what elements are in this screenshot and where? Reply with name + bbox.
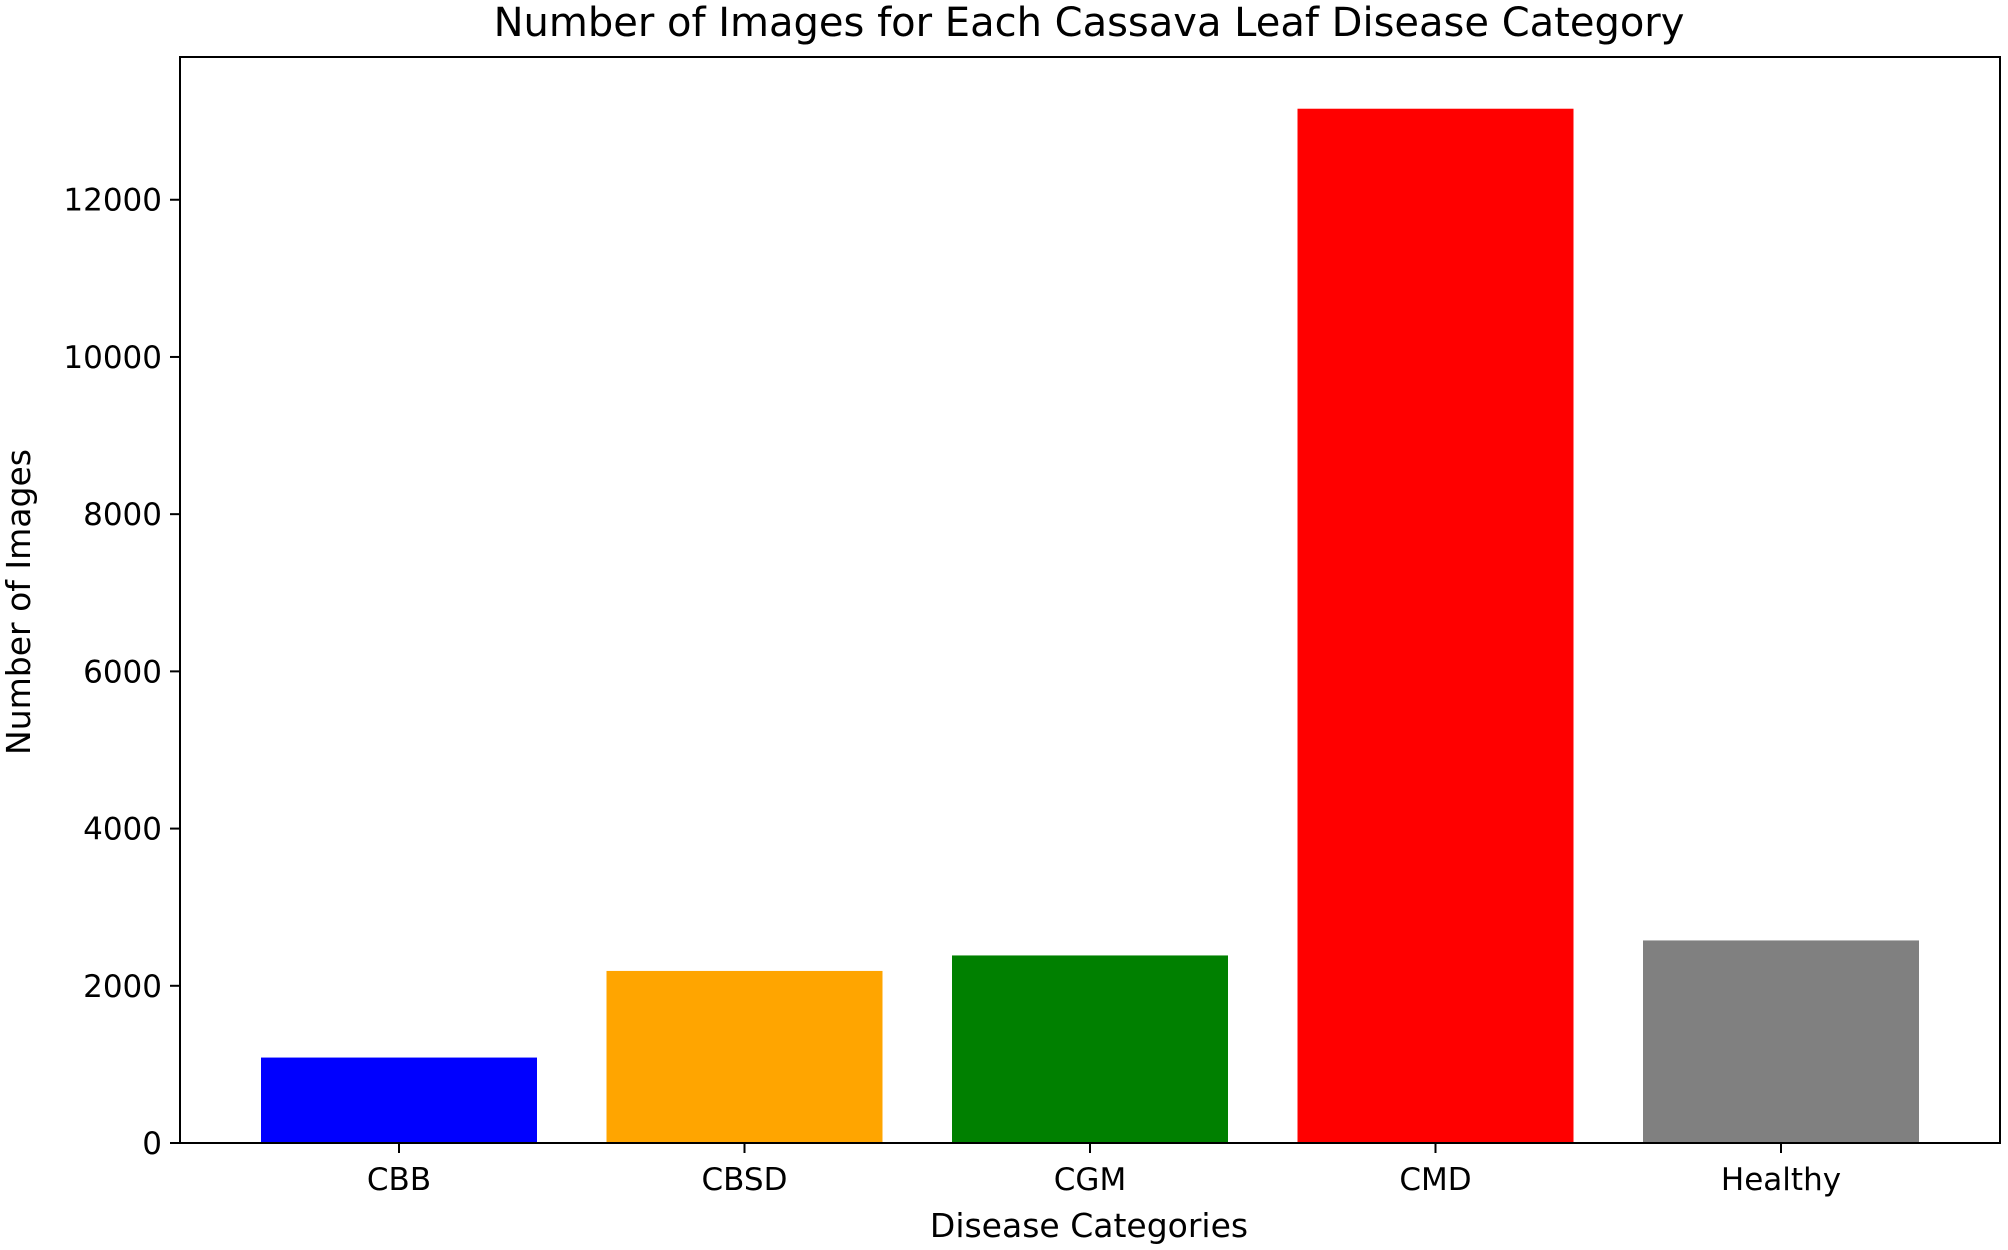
x-axis-label: Disease Categories: [930, 1206, 1248, 1245]
x-tick-label-cgm: CGM: [1054, 1162, 1126, 1198]
chart-title: Number of Images for Each Cassava Leaf D…: [494, 0, 1685, 46]
y-axis-ticks: 0 2000 4000 6000 8000 10000 12000: [63, 183, 180, 1162]
x-tick-label-healthy: Healthy: [1721, 1162, 1841, 1198]
x-axis-ticks: CBB CBSD CGM CMD Healthy: [367, 1143, 1841, 1198]
y-axis-label: Number of Images: [0, 449, 38, 755]
y-tick-label-12000: 12000: [63, 183, 162, 219]
y-tick-label-4000: 4000: [83, 812, 162, 848]
bars-group: [261, 108, 1919, 1143]
x-tick-label-cbsd: CBSD: [702, 1162, 788, 1198]
y-tick-label-0: 0: [142, 1126, 162, 1162]
y-tick-label-2000: 2000: [83, 969, 162, 1005]
y-tick-label-10000: 10000: [63, 340, 162, 376]
bar-cgm: [952, 955, 1228, 1143]
x-tick-label-cmd: CMD: [1399, 1162, 1471, 1198]
plot-frame: [179, 56, 2001, 1144]
bar-cbsd: [606, 970, 883, 1143]
bar-cmd: [1297, 108, 1574, 1143]
x-tick-label-cbb: CBB: [367, 1162, 431, 1198]
y-tick-label-6000: 6000: [83, 654, 162, 690]
bar-cbb: [261, 1057, 537, 1143]
y-tick-label-8000: 8000: [83, 497, 162, 533]
bar-healthy: [1643, 940, 1919, 1143]
